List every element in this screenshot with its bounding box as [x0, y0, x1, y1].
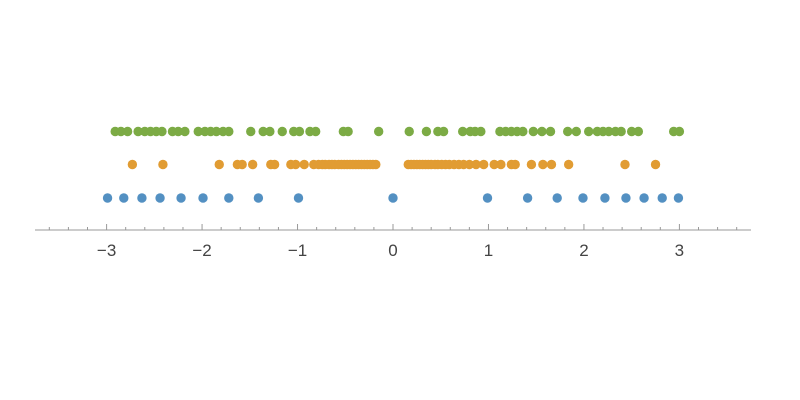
data-point [158, 159, 168, 170]
data-point [545, 126, 556, 137]
data-point [155, 193, 165, 203]
data-point [173, 126, 183, 137]
data-point [102, 193, 113, 203]
data-point [277, 126, 287, 137]
series-level-1 [102, 193, 684, 203]
x-tick-label: 0 [388, 241, 397, 260]
data-point [489, 159, 499, 170]
x-tick-label: −3 [97, 241, 116, 260]
data-point [343, 126, 353, 137]
series-level-2 [127, 159, 661, 170]
data-point [639, 193, 649, 203]
data-point [137, 193, 147, 203]
data-point [464, 159, 475, 170]
data-point [657, 193, 667, 203]
x-tick-label: −2 [192, 241, 211, 260]
data-point [522, 193, 533, 203]
data-point [482, 193, 493, 203]
data-point [518, 126, 528, 137]
data-point [293, 193, 304, 203]
data-point [224, 126, 234, 137]
data-point [633, 126, 644, 137]
data-point [180, 126, 190, 137]
data-point [673, 193, 684, 203]
data-point [214, 159, 224, 170]
data-point [253, 193, 264, 203]
data-point [538, 159, 548, 170]
data-point [584, 126, 594, 137]
data-point [471, 159, 481, 170]
data-point [404, 126, 414, 137]
data-point [528, 126, 539, 137]
data-point [127, 159, 138, 170]
data-point [388, 193, 398, 203]
data-point [546, 159, 557, 170]
data-point [246, 126, 256, 137]
series-level-3 [110, 126, 685, 137]
data-point [674, 126, 685, 137]
data-point [290, 159, 301, 170]
data-point [373, 126, 384, 137]
data-point [224, 193, 234, 203]
data-point [237, 159, 247, 170]
data-points [102, 126, 685, 203]
data-point [299, 159, 309, 170]
data-point [537, 126, 547, 137]
data-point [310, 126, 321, 137]
data-point [198, 193, 208, 203]
data-point [193, 126, 203, 137]
data-point [510, 159, 520, 170]
data-point [116, 126, 126, 137]
data-point [578, 193, 588, 203]
data-point [211, 126, 222, 137]
data-point [371, 159, 381, 170]
data-point [600, 193, 610, 203]
data-point [157, 126, 167, 137]
x-axis-tick-labels: −3 −2 −1 0 1 2 3 [97, 241, 684, 260]
data-point [620, 159, 630, 170]
data-point [294, 126, 305, 137]
data-point [119, 193, 129, 203]
data-point [626, 126, 637, 137]
data-point [563, 126, 573, 137]
data-point [258, 126, 268, 137]
data-point [176, 193, 186, 203]
data-point [476, 126, 486, 137]
x-tick-label: 3 [675, 241, 684, 260]
data-point [650, 159, 661, 170]
data-point [604, 126, 614, 137]
x-tick-label: −1 [288, 241, 307, 260]
data-point [133, 126, 143, 137]
data-point [421, 126, 432, 137]
data-point [621, 193, 631, 203]
x-axis-ticks [48, 224, 738, 230]
data-point [552, 193, 562, 203]
data-point [247, 159, 258, 170]
data-point [563, 159, 574, 170]
data-point [457, 126, 468, 137]
data-point [265, 126, 275, 137]
data-point [122, 126, 133, 137]
data-point [496, 159, 506, 170]
x-tick-label: 1 [484, 241, 493, 260]
data-point [478, 159, 489, 170]
data-point [616, 126, 626, 137]
data-point [269, 159, 280, 170]
data-point [571, 126, 581, 137]
data-point [526, 159, 537, 170]
x-tick-label: 2 [579, 241, 588, 260]
data-point [438, 126, 449, 137]
